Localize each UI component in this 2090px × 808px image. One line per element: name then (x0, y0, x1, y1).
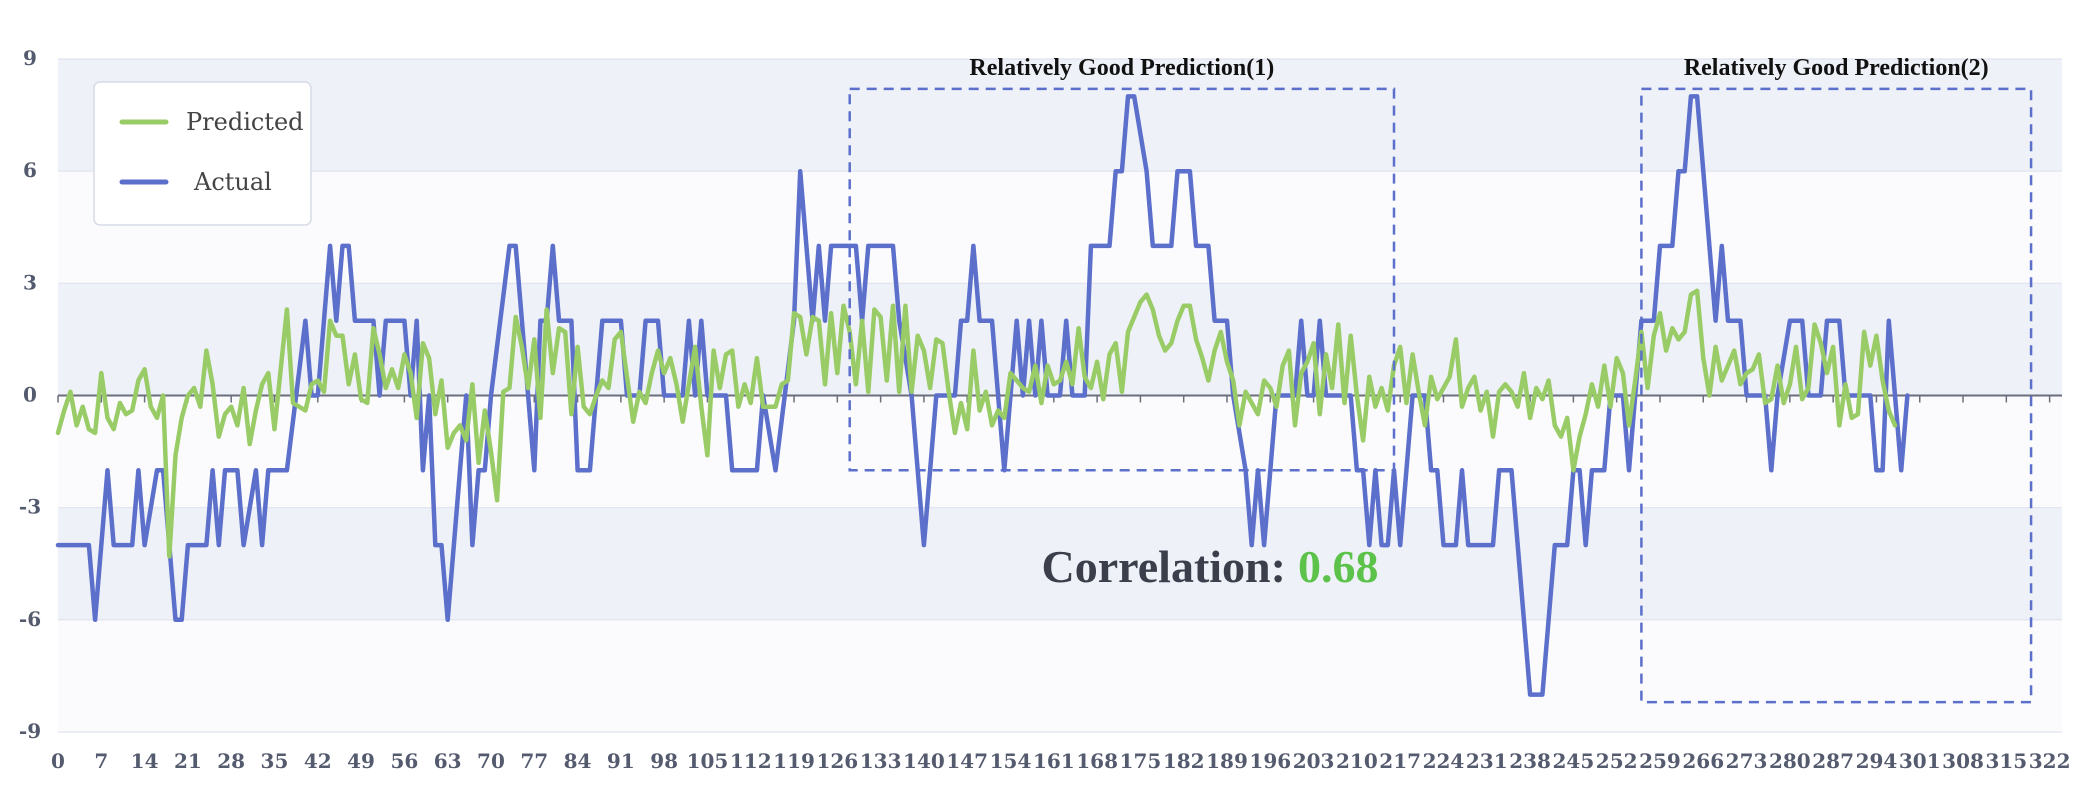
y-tick-label: 6 (23, 158, 37, 182)
x-tick-label: 182 (1163, 749, 1205, 773)
plot-band (58, 395, 2062, 508)
annotation-label-2: Relatively Good Prediction(2) (1684, 55, 1989, 81)
x-tick-label: 189 (1206, 749, 1248, 773)
x-tick-label: 322 (2029, 749, 2071, 773)
x-tick-label: 49 (347, 749, 375, 773)
x-tick-label: 147 (946, 749, 988, 773)
x-tick-label: 266 (1682, 749, 1724, 773)
x-tick-label: 119 (773, 749, 815, 773)
x-tick-label: 63 (434, 749, 462, 773)
x-tick-label: 196 (1249, 749, 1291, 773)
x-tick-label: 0 (51, 749, 65, 773)
x-tick-label: 7 (94, 749, 108, 773)
x-tick-label: 112 (730, 749, 772, 773)
x-tick-label: 91 (607, 749, 635, 773)
x-tick-label: 98 (650, 749, 678, 773)
x-tick-label: 56 (390, 749, 418, 773)
x-tick-label: 294 (1856, 749, 1898, 773)
y-tick-label: 3 (23, 270, 37, 294)
x-tick-label: 287 (1812, 749, 1854, 773)
correlation-value: 0.68 (1298, 541, 1379, 592)
x-tick-label: 133 (860, 749, 902, 773)
annotation-layer: Relatively Good Prediction(1) Relatively … (848, 55, 2033, 704)
x-tick-label: 161 (1033, 749, 1075, 773)
x-tick-label: 217 (1379, 749, 1421, 773)
x-tick-label: 35 (261, 749, 289, 773)
x-tick-label: 154 (990, 749, 1032, 773)
legend-label-actual: Actual (193, 168, 272, 196)
annotation-box-1 (848, 87, 1396, 472)
plot-bands (58, 59, 2062, 732)
plot-band (58, 171, 2062, 284)
legend-box (93, 81, 312, 226)
x-tick-label: 252 (1596, 749, 1638, 773)
y-tick-label: 9 (23, 46, 37, 70)
x-tick-label: 168 (1076, 749, 1118, 773)
y-axis-ticks: 9 6 3 0 -3 -6 -9 (19, 46, 41, 743)
x-tick-label: 273 (1726, 749, 1768, 773)
legend: Predicted Actual (93, 81, 312, 226)
correlation-label: Correlation: (1042, 541, 1286, 592)
x-tick-label: 77 (520, 749, 548, 773)
x-tick-label: 105 (687, 749, 729, 773)
annotation-label-1: Relatively Good Prediction(1) (969, 55, 1274, 81)
correlation-annotation: Correlation: 0.68 (1042, 541, 1379, 592)
x-tick-label: 70 (477, 749, 505, 773)
x-tick-label: 280 (1769, 749, 1811, 773)
series-layer (55, 94, 1910, 697)
gridlines (58, 58, 2062, 733)
y-tick-label: 0 (23, 383, 37, 407)
x-tick-label: 28 (217, 749, 245, 773)
x-tick-label: 259 (1639, 749, 1681, 773)
x-tick-label: 231 (1466, 749, 1508, 773)
x-tick-label: 238 (1509, 749, 1551, 773)
x-tick-label: 21 (174, 749, 202, 773)
annotation-box-2 (1640, 87, 2033, 704)
x-tick-label: 245 (1552, 749, 1594, 773)
x-tick-label: 84 (564, 749, 592, 773)
x-tick-label: 14 (131, 749, 159, 773)
x-tick-label: 308 (1942, 749, 1984, 773)
y-tick-label: -9 (19, 719, 41, 743)
x-tick-label: 140 (903, 749, 945, 773)
x-tick-label: 224 (1423, 749, 1465, 773)
legend-label-predicted: Predicted (186, 108, 304, 136)
y-tick-label: -6 (19, 607, 41, 631)
x-tick-label: 175 (1120, 749, 1162, 773)
x-axis-ticks: 0 7 14 21 28 35 42 49 56 63 70 77 84 91 98 105 112 119 126… (51, 749, 2070, 773)
plot-band (58, 507, 2062, 620)
y-tick-label: -3 (19, 495, 41, 519)
plot-band (58, 619, 2062, 732)
x-tick-label: 42 (304, 749, 332, 773)
x-tick-label: 315 (1985, 749, 2027, 773)
x-tick-label: 210 (1336, 749, 1378, 773)
x-tick-label: 126 (816, 749, 858, 773)
series-line-predicted (55, 288, 1898, 559)
x-tick-label: 203 (1293, 749, 1335, 773)
x-tick-label: 301 (1899, 749, 1941, 773)
plot-band (58, 59, 2062, 172)
